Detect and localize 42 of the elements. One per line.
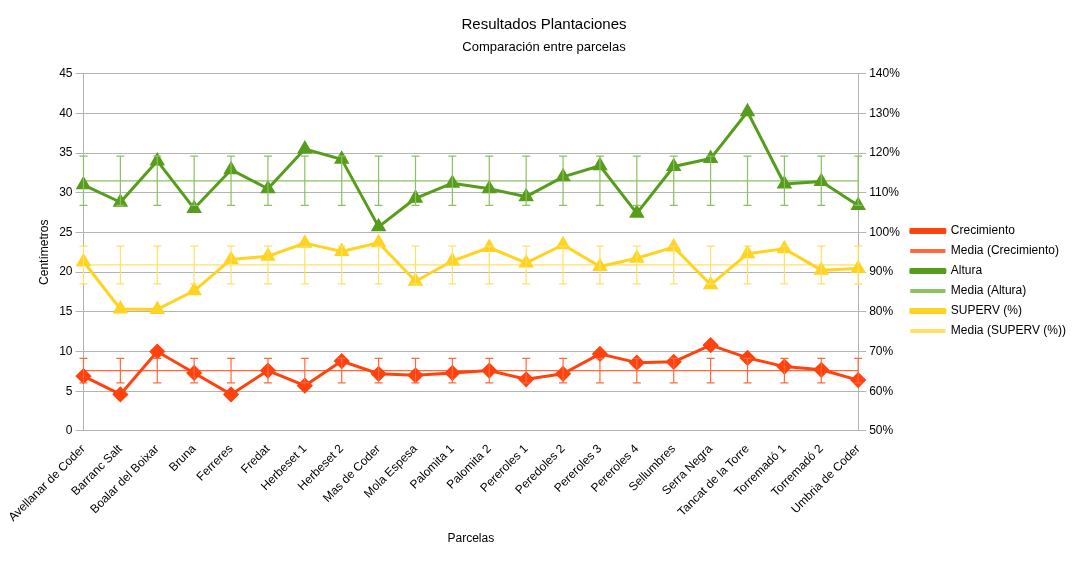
legend-label: Media (SUPERV (%))	[950, 323, 1066, 338]
y2-tick-label: 70%	[869, 343, 894, 358]
chart-subtitle: Comparación entre parcelas	[462, 39, 627, 55]
y-tick-label: 40	[59, 105, 73, 120]
y-tick-label: 20	[59, 264, 73, 279]
y2-tick-label: 100%	[869, 224, 901, 239]
y-tick-label: 30	[59, 185, 73, 200]
point	[371, 219, 386, 232]
point	[298, 141, 312, 154]
y-tick-label: 5	[65, 383, 73, 398]
y2-tick-label: 90%	[869, 264, 894, 279]
point	[150, 301, 164, 314]
y-axis-title: Centímetros	[37, 219, 52, 285]
point	[592, 346, 608, 362]
y-tick-label: 15	[59, 304, 73, 319]
legend-label: Media (Crecimiento)	[950, 243, 1059, 258]
legend-label: Altura	[950, 263, 983, 278]
y-tick-label: 10	[59, 343, 73, 358]
legend-label: Media (Altura)	[950, 283, 1027, 298]
point	[113, 301, 128, 314]
point	[112, 386, 128, 402]
y2-tick-label: 80%	[869, 304, 894, 319]
y-tick-label: 0	[65, 423, 73, 438]
point	[740, 104, 755, 117]
y2-tick-label: 110%	[869, 185, 900, 200]
legend-label: Crecimiento	[950, 223, 1016, 238]
point	[149, 344, 165, 360]
point	[703, 337, 719, 353]
point	[223, 386, 239, 402]
x-axis-title: Parcelas	[447, 531, 495, 546]
y2-tick-label: 50%	[869, 423, 894, 438]
y2-tick-label: 130%	[869, 105, 901, 120]
y2-tick-label: 140%	[869, 65, 901, 80]
y2-tick-label: 60%	[869, 383, 894, 398]
chart-title: Resultados Plantaciones	[461, 15, 627, 33]
point	[630, 205, 644, 218]
y2-tick-label: 120%	[869, 145, 901, 160]
y-tick-label: 35	[59, 145, 73, 160]
y-tick-label: 45	[59, 65, 73, 80]
point	[187, 283, 201, 296]
y-tick-label: 25	[59, 224, 73, 239]
legend-label: SUPERV (%)	[950, 303, 1022, 318]
